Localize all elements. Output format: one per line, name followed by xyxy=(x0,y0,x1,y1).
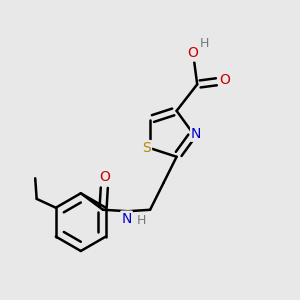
Text: O: O xyxy=(188,46,198,60)
Text: O: O xyxy=(99,170,110,184)
Text: H: H xyxy=(200,37,209,50)
Text: N: N xyxy=(122,212,132,226)
Text: H: H xyxy=(136,214,146,226)
Text: O: O xyxy=(220,73,231,87)
Text: S: S xyxy=(142,141,151,155)
Text: N: N xyxy=(191,127,201,141)
